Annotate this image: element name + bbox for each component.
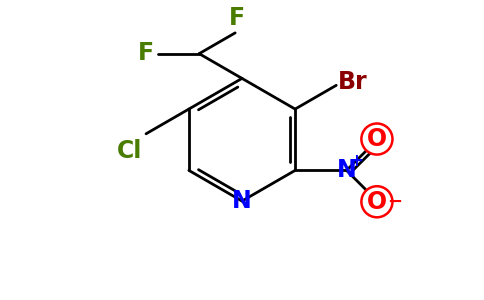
Text: N: N <box>232 189 252 213</box>
Text: +: + <box>349 152 363 170</box>
Text: Cl: Cl <box>117 139 142 163</box>
Text: N: N <box>337 158 356 182</box>
Text: Br: Br <box>338 70 368 94</box>
Text: O: O <box>367 190 387 214</box>
Text: −: − <box>387 193 402 211</box>
Text: O: O <box>367 127 387 151</box>
Text: F: F <box>229 6 245 30</box>
Text: F: F <box>137 41 153 65</box>
